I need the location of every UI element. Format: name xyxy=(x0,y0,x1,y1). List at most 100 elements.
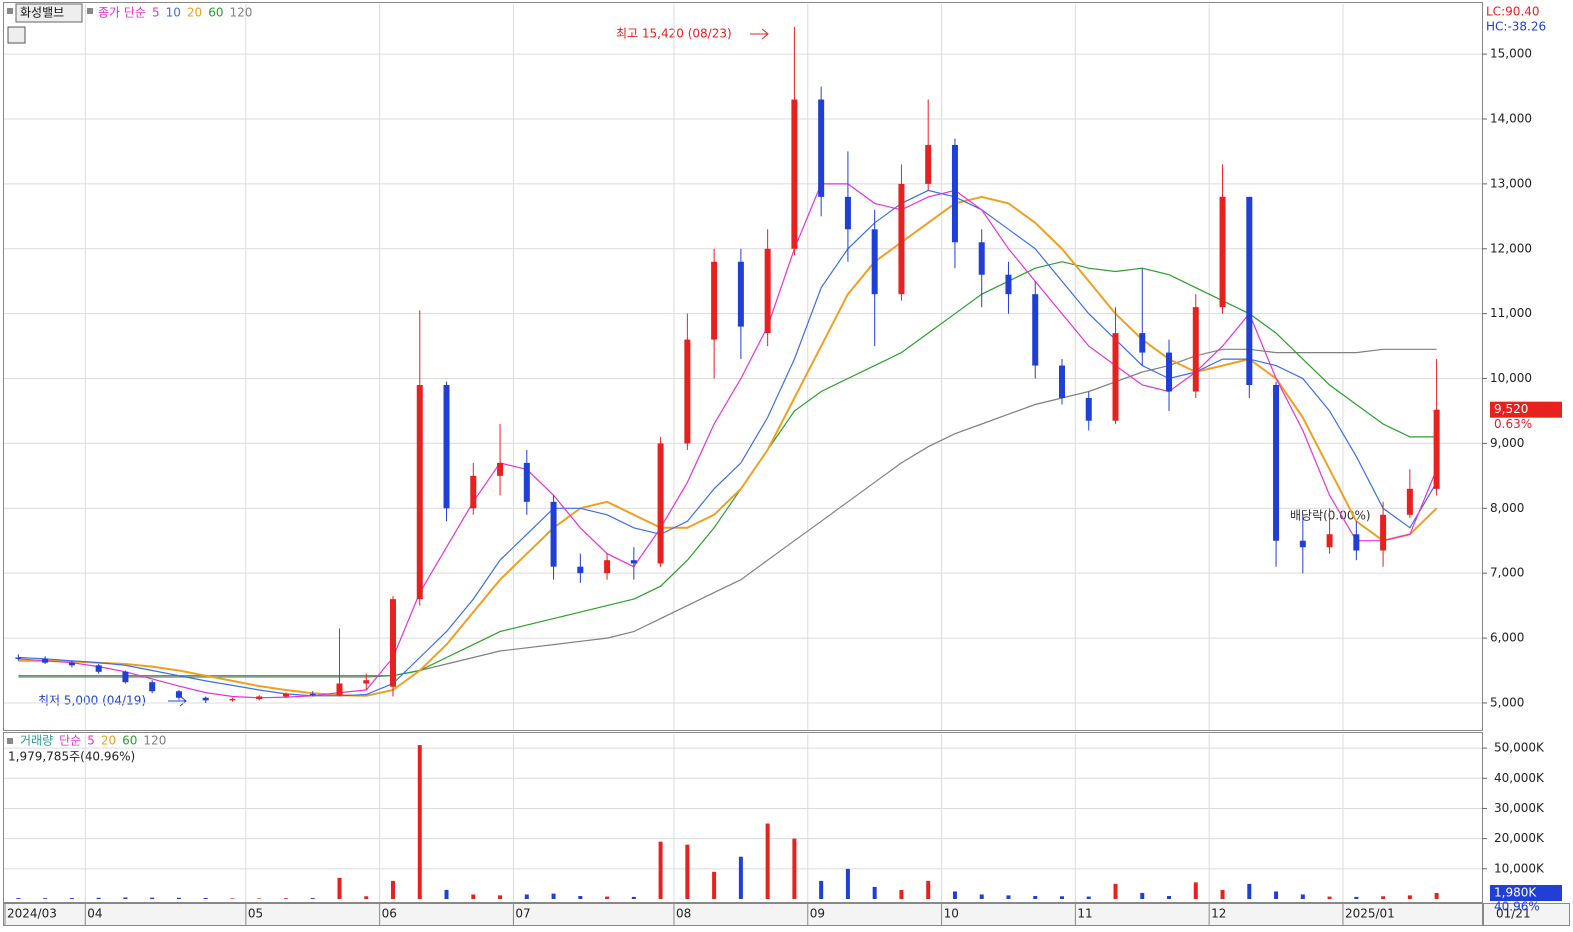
volume-bar xyxy=(872,886,877,899)
pane-marker xyxy=(7,738,13,744)
x-tick-label: 05 xyxy=(248,907,263,921)
candle-body xyxy=(229,699,236,701)
legend-entry: 5 xyxy=(152,6,160,20)
candle-body xyxy=(15,657,22,659)
candle-body xyxy=(390,599,397,687)
ma-60 xyxy=(18,261,1437,677)
volume-bar xyxy=(1434,893,1439,899)
volume-bar xyxy=(1006,895,1011,899)
volume-bar xyxy=(417,745,422,899)
dividend-annotation: 배당락(0.00%) xyxy=(1290,509,1371,523)
volume-bar xyxy=(1113,883,1118,899)
volume-bar xyxy=(658,841,663,899)
volume-bar xyxy=(631,896,636,899)
candle-body xyxy=(1406,488,1413,515)
pane-marker xyxy=(7,8,13,14)
candle-body xyxy=(684,339,691,444)
candle-body xyxy=(577,566,584,574)
candle-body xyxy=(309,693,316,696)
candle-body xyxy=(1326,534,1333,548)
volume-bar xyxy=(176,897,181,899)
volume-bar xyxy=(43,898,48,899)
last-volume-ratio: 40.96% xyxy=(1494,900,1540,914)
candle-body xyxy=(791,99,798,249)
y-tick-label: 10,000 xyxy=(1490,371,1532,385)
candle-body xyxy=(764,248,771,334)
volume-bar xyxy=(1220,889,1225,899)
last-price-change: 0.63% xyxy=(1494,417,1532,431)
candle-body xyxy=(1032,294,1039,366)
table-icon[interactable] xyxy=(7,26,26,44)
volume-bar xyxy=(738,856,743,899)
volume-bar xyxy=(1300,894,1305,899)
volume-bar xyxy=(792,838,797,899)
candle-body xyxy=(497,462,504,476)
volume-bar xyxy=(926,880,931,899)
candle-body xyxy=(202,697,209,701)
candle-body xyxy=(1299,540,1306,548)
volume-bar xyxy=(1140,892,1145,899)
volume-bar xyxy=(391,880,396,899)
candle-body xyxy=(1192,307,1199,392)
candle-body xyxy=(818,99,825,197)
candle-body xyxy=(1380,514,1387,551)
volume-bar xyxy=(203,897,208,899)
candle-body xyxy=(844,196,851,230)
legend-label: 단순 xyxy=(59,734,81,748)
title-box xyxy=(15,3,83,23)
y-tick-label: 11,000 xyxy=(1490,306,1532,320)
candle-body xyxy=(336,683,343,696)
volume-bar xyxy=(578,895,583,899)
candle-body xyxy=(1166,352,1173,392)
legend-entry: 10 xyxy=(166,6,181,20)
candle-body xyxy=(630,560,637,564)
volume-pane xyxy=(3,732,1483,903)
volume-bar xyxy=(712,871,717,899)
price-pane xyxy=(3,2,1483,731)
candle-body xyxy=(470,475,477,509)
volume-bar xyxy=(605,896,610,899)
volume-bar xyxy=(283,898,288,899)
pane-marker xyxy=(87,8,93,14)
y-tick-label: 20,000K xyxy=(1494,831,1545,845)
candle-body xyxy=(122,671,129,683)
candle-body xyxy=(1353,534,1360,551)
legend-entry: 5 xyxy=(87,734,95,748)
volume-bar xyxy=(1193,882,1198,899)
last-volume-label: 1,980K xyxy=(1494,886,1537,900)
candle-body xyxy=(1139,333,1146,353)
x-tick-label: 2025/01 xyxy=(1345,907,1395,921)
ma-10 xyxy=(18,189,1438,697)
candle-body xyxy=(550,501,557,567)
candle-body xyxy=(604,560,611,574)
y-tick-label: 6,000 xyxy=(1490,631,1524,645)
candle-body xyxy=(1433,409,1440,489)
x-tick-label: 11 xyxy=(1077,907,1092,921)
y-tick-label: 10,000K xyxy=(1494,861,1545,875)
volume-bar xyxy=(123,897,128,899)
candle-body xyxy=(978,242,985,275)
candle-body xyxy=(1273,385,1280,541)
legend-entry: 20 xyxy=(101,734,116,748)
volume-bar xyxy=(498,895,503,899)
candle-body xyxy=(657,443,664,564)
volume-bar xyxy=(310,898,315,899)
x-tick-label: 06 xyxy=(382,907,397,921)
volume-bar xyxy=(952,891,957,899)
legend-label: 종가 단순 xyxy=(98,6,146,20)
candle-body xyxy=(1005,274,1012,295)
volume-bar xyxy=(1274,891,1279,899)
low-arrow xyxy=(168,695,187,707)
y-tick-label: 12,000 xyxy=(1490,241,1532,255)
volume-bar xyxy=(1167,895,1172,899)
ma-120 xyxy=(18,348,1437,678)
candle-body xyxy=(1085,398,1092,421)
ma-20 xyxy=(18,195,1438,697)
current-date: 01/21 xyxy=(1496,907,1531,921)
y-tick-label: 15,000 xyxy=(1490,47,1532,61)
x-tick-label: 08 xyxy=(676,907,691,921)
volume-bar xyxy=(765,823,770,899)
last-price-box xyxy=(1490,401,1562,418)
y-tick-label: 14,000 xyxy=(1490,112,1532,126)
